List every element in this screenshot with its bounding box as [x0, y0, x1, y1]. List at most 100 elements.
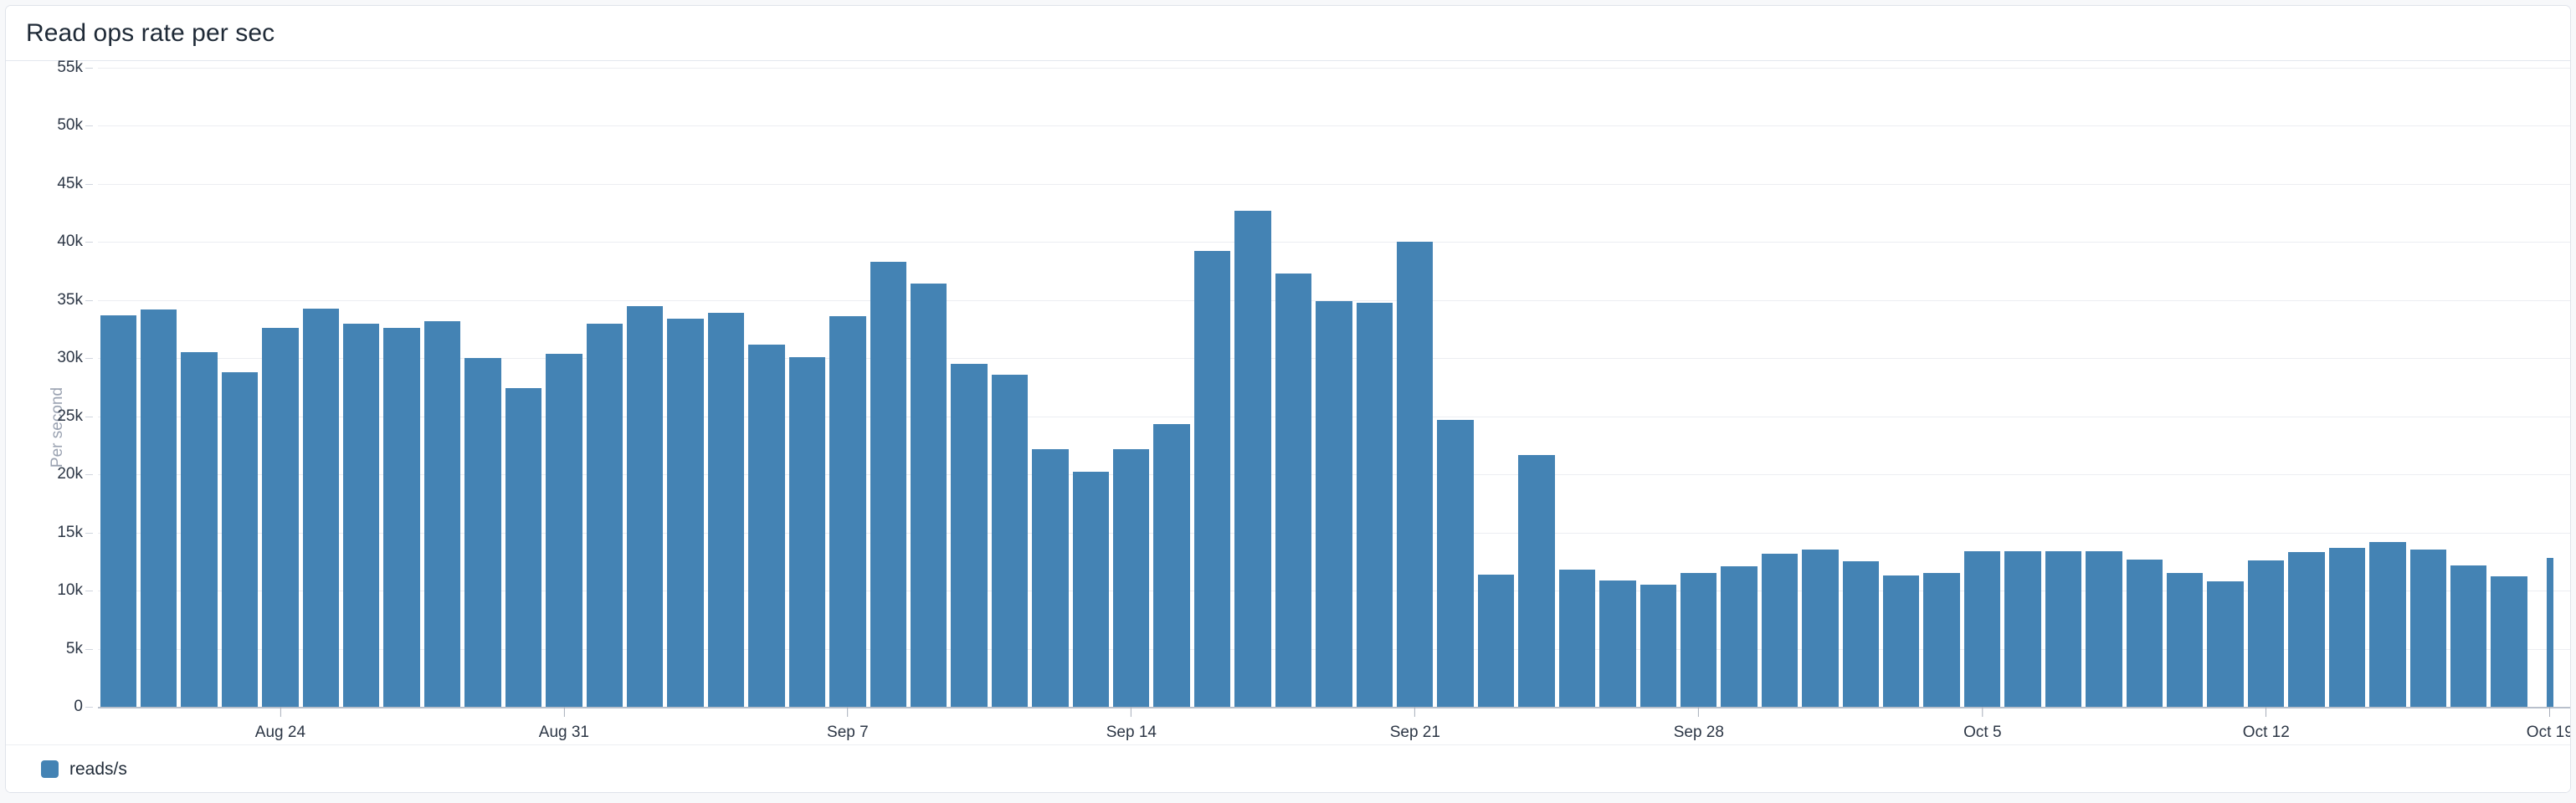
bar-column[interactable]: [1800, 68, 1840, 707]
bar-column[interactable]: [1070, 68, 1111, 707]
bar[interactable]: [1558, 570, 1596, 707]
bar-column[interactable]: [1152, 68, 1192, 707]
bar[interactable]: [2045, 550, 2082, 707]
bar[interactable]: [1275, 273, 1312, 707]
bar[interactable]: [1883, 575, 1920, 707]
bar-column[interactable]: [1273, 68, 1313, 707]
bar-column[interactable]: [138, 68, 178, 707]
bar[interactable]: [140, 309, 177, 707]
bar-column[interactable]: [1475, 68, 1516, 707]
bar[interactable]: [2369, 541, 2406, 707]
bar[interactable]: [2328, 547, 2366, 707]
bar-column[interactable]: [1516, 68, 1557, 707]
bar-column[interactable]: [828, 68, 868, 707]
bar-column[interactable]: [1030, 68, 1070, 707]
bar[interactable]: [1437, 419, 1474, 707]
bar-column[interactable]: [706, 68, 746, 707]
bar[interactable]: [464, 358, 501, 707]
bar-column[interactable]: [989, 68, 1029, 707]
bar[interactable]: [2126, 559, 2163, 707]
bar-column[interactable]: [2205, 68, 2245, 707]
bar-column[interactable]: [1719, 68, 1759, 707]
bar-column[interactable]: [300, 68, 341, 707]
bar-column[interactable]: [503, 68, 543, 707]
bar[interactable]: [991, 374, 1029, 707]
bar[interactable]: [1356, 302, 1393, 707]
bar[interactable]: [1316, 301, 1352, 707]
bar[interactable]: [2546, 558, 2553, 707]
bar[interactable]: [910, 284, 947, 707]
bar[interactable]: [1193, 251, 1231, 707]
bar-column[interactable]: [260, 68, 300, 707]
bar[interactable]: [788, 356, 826, 707]
bar-column[interactable]: [1638, 68, 1678, 707]
bar[interactable]: [1234, 210, 1271, 707]
bar[interactable]: [667, 319, 704, 707]
bar-column[interactable]: [1840, 68, 1881, 707]
bar[interactable]: [1397, 242, 1434, 707]
bar-column[interactable]: [1678, 68, 1718, 707]
bar-column[interactable]: [2368, 68, 2408, 707]
bar[interactable]: [626, 305, 664, 707]
bar[interactable]: [586, 323, 623, 707]
bar[interactable]: [1032, 448, 1069, 707]
bar[interactable]: [2086, 550, 2122, 707]
bar[interactable]: [1761, 553, 1799, 707]
bar-column[interactable]: [341, 68, 382, 707]
bar-column[interactable]: [1881, 68, 1922, 707]
bar[interactable]: [423, 320, 461, 707]
bar[interactable]: [343, 323, 380, 707]
bar-column[interactable]: [1962, 68, 2002, 707]
bar-column[interactable]: [1233, 68, 1273, 707]
bar[interactable]: [707, 313, 745, 707]
bar-column[interactable]: [868, 68, 908, 707]
bar-column[interactable]: [463, 68, 503, 707]
bar[interactable]: [546, 353, 582, 707]
bar[interactable]: [2409, 550, 2446, 707]
bar[interactable]: [1842, 561, 1880, 707]
bar-column[interactable]: [787, 68, 827, 707]
bar-column[interactable]: [908, 68, 948, 707]
bar-column[interactable]: [2003, 68, 2043, 707]
bar[interactable]: [870, 261, 906, 707]
bar[interactable]: [2450, 565, 2487, 707]
bar-column[interactable]: [2165, 68, 2205, 707]
bar[interactable]: [1153, 424, 1190, 707]
bar[interactable]: [1923, 573, 1960, 707]
bar[interactable]: [262, 328, 299, 707]
bar-column[interactable]: [2327, 68, 2367, 707]
bar-column[interactable]: [1922, 68, 1962, 707]
bar[interactable]: [181, 352, 218, 707]
bar-column[interactable]: [1395, 68, 1435, 707]
bar-column[interactable]: [2084, 68, 2124, 707]
bar-column[interactable]: [2286, 68, 2327, 707]
bar[interactable]: [2004, 550, 2041, 707]
bar[interactable]: [2207, 581, 2244, 707]
bar-column[interactable]: [1111, 68, 1152, 707]
bar[interactable]: [221, 371, 259, 707]
bar[interactable]: [100, 315, 136, 707]
bar[interactable]: [2247, 560, 2285, 707]
bar-column[interactable]: [1435, 68, 1475, 707]
bar-column[interactable]: [584, 68, 624, 707]
bar-column[interactable]: [665, 68, 706, 707]
bar-column[interactable]: [2489, 68, 2529, 707]
bar-column[interactable]: [1314, 68, 1354, 707]
bar-column[interactable]: [624, 68, 665, 707]
bar[interactable]: [2288, 552, 2325, 707]
bar-column[interactable]: [422, 68, 462, 707]
bar[interactable]: [748, 344, 785, 707]
bar-column[interactable]: [1354, 68, 1394, 707]
bar[interactable]: [505, 388, 542, 707]
bar[interactable]: [1477, 574, 1515, 707]
bar-column[interactable]: [2529, 68, 2569, 707]
bar[interactable]: [383, 328, 420, 707]
bar-column[interactable]: [544, 68, 584, 707]
bar[interactable]: [1802, 550, 1839, 707]
bar-column[interactable]: [2448, 68, 2488, 707]
bar-column[interactable]: [219, 68, 259, 707]
bar[interactable]: [1599, 580, 1636, 707]
bar[interactable]: [1072, 472, 1110, 707]
bar-column[interactable]: [2408, 68, 2448, 707]
bar-column[interactable]: [2124, 68, 2164, 707]
